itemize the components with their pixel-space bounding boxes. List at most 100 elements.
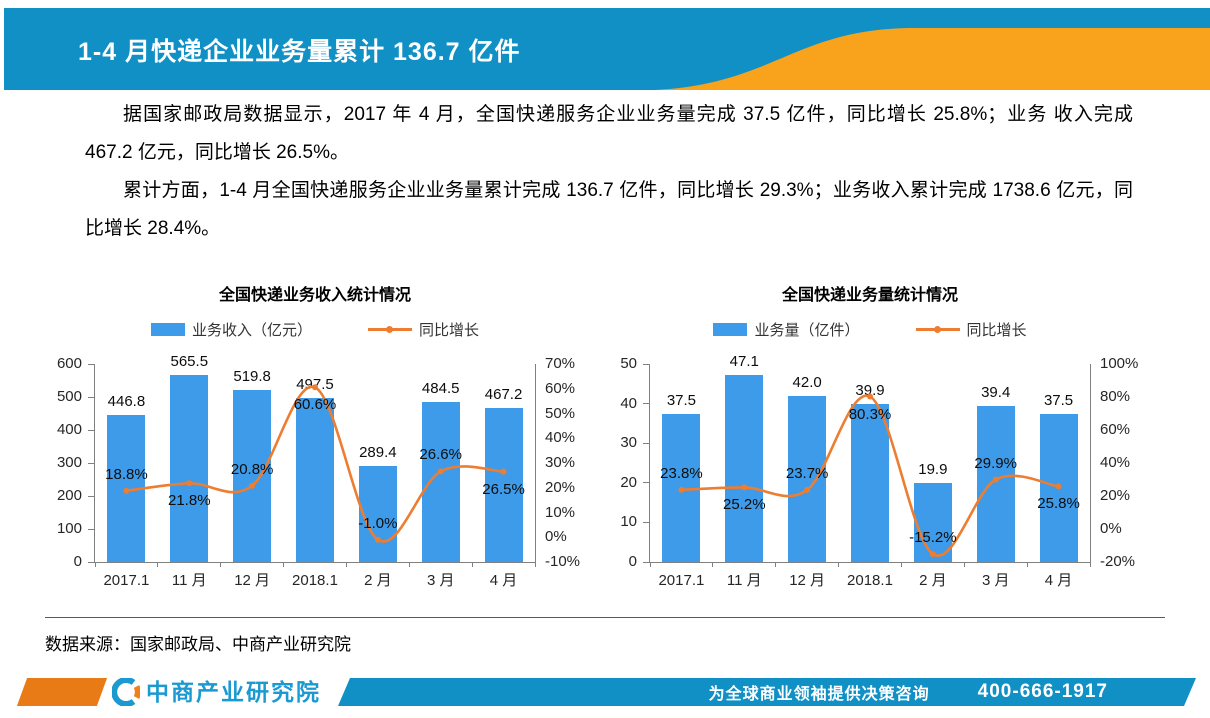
bottom-axis-line: [649, 562, 1091, 563]
bar-value-label: 565.5: [170, 353, 209, 371]
category-label: 12 月: [234, 572, 271, 589]
bar-value-label: 37.5: [666, 391, 697, 409]
category-label: 2 月: [919, 572, 947, 589]
left-axis-tick-label: 20: [620, 473, 637, 491]
bottom-axis-tick: [649, 562, 651, 567]
bottom-axis-tick: [157, 562, 159, 567]
category-label: 11 月: [726, 572, 762, 589]
paragraph-month: 据国家邮政局数据显示，2017 年 4 月，全国快递服务企业业务量完成 37.5…: [85, 104, 1133, 163]
chart-legend: 业务量（亿件） 同比增长: [600, 320, 1140, 339]
left-axis-tick-label: 300: [56, 454, 82, 471]
left-axis-tick: [643, 521, 650, 523]
page-title: 1-4 月快递企业业务量累计 136.7 亿件: [78, 38, 521, 66]
paragraph-cumulative: 累计方面，1-4 月全国快递服务企业业务量累计完成 136.7 亿件，同比增长 …: [85, 180, 1133, 239]
category-label: 12 月: [789, 572, 826, 589]
plot-area: 600 500 400 300 200 100 0 70% 60% 50% 40% 30% 20% 10%…: [57, 353, 580, 589]
bottom-axis-line: [94, 562, 536, 563]
body-text: 据国家邮政局数据显示，2017 年 4 月，全国快递服务企业业务量完成 37.5…: [85, 96, 1133, 248]
line-swatch-icon: [915, 325, 960, 333]
bottom-axis-tick: [283, 562, 285, 567]
left-axis-tick-label: 500: [56, 388, 82, 405]
footer-orange-shape: [16, 678, 108, 706]
category-label: 3 月: [426, 572, 455, 589]
bar: [296, 397, 334, 562]
bar-value-label: 47.1: [729, 353, 759, 371]
bottom-axis-tick: [900, 562, 902, 567]
right-axis-tick-label: 40%: [1100, 454, 1131, 471]
legend-label: 同比增长: [419, 321, 480, 339]
left-axis-tick-label: 100: [56, 520, 82, 537]
bar-value-label: 484.5: [421, 380, 460, 398]
bar: [170, 375, 209, 562]
bar: [1039, 413, 1078, 562]
category-label: 2017.1: [658, 572, 705, 589]
header-orange-shape: [655, 28, 1210, 90]
left-axis-tick: [88, 462, 95, 464]
category-label: 2 月: [364, 572, 392, 589]
legend-item-bar: 业务收入（亿元）: [150, 320, 312, 339]
left-axis-tick: [88, 396, 95, 398]
category-label: 2018.1: [847, 572, 893, 589]
bar-value-label: 497.5: [296, 375, 334, 393]
bar-value-label: 467.2: [484, 385, 523, 403]
left-axis-tick-label: 30: [620, 434, 637, 452]
footer-slogan: 为全球商业领袖提供决策咨询: [708, 686, 930, 703]
bar-swatch-icon: [713, 322, 748, 336]
bar: [662, 413, 701, 562]
bar: [976, 405, 1015, 562]
right-axis-line: [1090, 364, 1091, 562]
category-label: 4 月: [489, 572, 518, 589]
bar: [421, 402, 460, 562]
bar-value-label: 446.8: [107, 392, 146, 410]
line-point-label: 25.2%: [723, 496, 766, 514]
logo-circle-icon: [112, 678, 140, 706]
left-axis-tick: [643, 363, 650, 365]
bottom-axis-tick: [775, 562, 777, 567]
bar-value-label: 42.0: [792, 373, 822, 391]
right-axis-line: [535, 364, 536, 562]
right-axis-tick-label: 40%: [545, 429, 576, 447]
bottom-axis-tick: [534, 562, 536, 567]
left-axis-tick-label: 400: [56, 421, 82, 438]
line-point-label: 21.8%: [168, 492, 211, 510]
legend-item-line: 同比增长: [915, 320, 1027, 339]
charts-row: 全国快递业务收入统计情况 业务收入（亿元） 同比增长 600 500 400 300 2…: [45, 286, 1140, 589]
left-axis-tick-label: 50: [620, 355, 637, 372]
bar: [725, 375, 764, 562]
line-point-label: 23.7%: [785, 464, 829, 482]
line-point-label: 60.6%: [293, 396, 337, 414]
chart-legend: 业务收入（亿元） 同比增长: [45, 320, 585, 339]
line-point-label: 23.8%: [660, 464, 703, 482]
bar: [107, 414, 146, 562]
bottom-axis-tick: [220, 562, 222, 567]
line-point-label: -1.0%: [358, 514, 398, 532]
right-axis-tick-label: 0%: [1100, 520, 1122, 537]
chart-title: 全国快递业务收入统计情况: [218, 287, 411, 304]
left-axis-tick-label: 0: [73, 553, 82, 570]
header-banner: 1-4 月快递企业业务量累计 136.7 亿件: [4, 8, 1210, 90]
category-label: 4 月: [1044, 572, 1073, 589]
right-axis-tick-label: -20%: [1100, 553, 1136, 570]
bar: [851, 403, 889, 562]
line-point-label: 20.8%: [230, 460, 274, 478]
right-axis-tick-label: -10%: [545, 553, 581, 570]
chart-revenue: 全国快递业务收入统计情况 业务收入（亿元） 同比增长 600 500 400 300 2…: [45, 286, 585, 589]
bottom-axis-tick: [471, 562, 473, 567]
footer: 中商产业研究院 为全球商业领袖提供决策咨询 400-666-1917: [0, 678, 1210, 706]
data-source: 数据来源：国家邮政局、中商产业研究院: [45, 635, 351, 654]
legend-label: 业务收入（亿元）: [191, 321, 312, 339]
line-point-label: 26.5%: [482, 480, 525, 498]
bottom-axis-tick: [345, 562, 347, 567]
left-axis-tick: [643, 403, 650, 405]
bar-value-label: 37.5: [1043, 391, 1074, 409]
bottom-axis-tick: [963, 562, 965, 567]
category-label: 11 月: [171, 572, 207, 589]
right-axis-tick-label: 0%: [545, 528, 567, 546]
left-axis-tick: [88, 528, 95, 530]
right-axis-tick-label: 20%: [1100, 487, 1131, 504]
line-point-label: 29.9%: [974, 454, 1017, 472]
left-axis-tick-label: 600: [56, 355, 82, 372]
line-point-label: 18.8%: [105, 465, 148, 483]
right-axis-tick-label: 50%: [545, 404, 576, 422]
right-axis-tick-label: 60%: [545, 379, 576, 397]
